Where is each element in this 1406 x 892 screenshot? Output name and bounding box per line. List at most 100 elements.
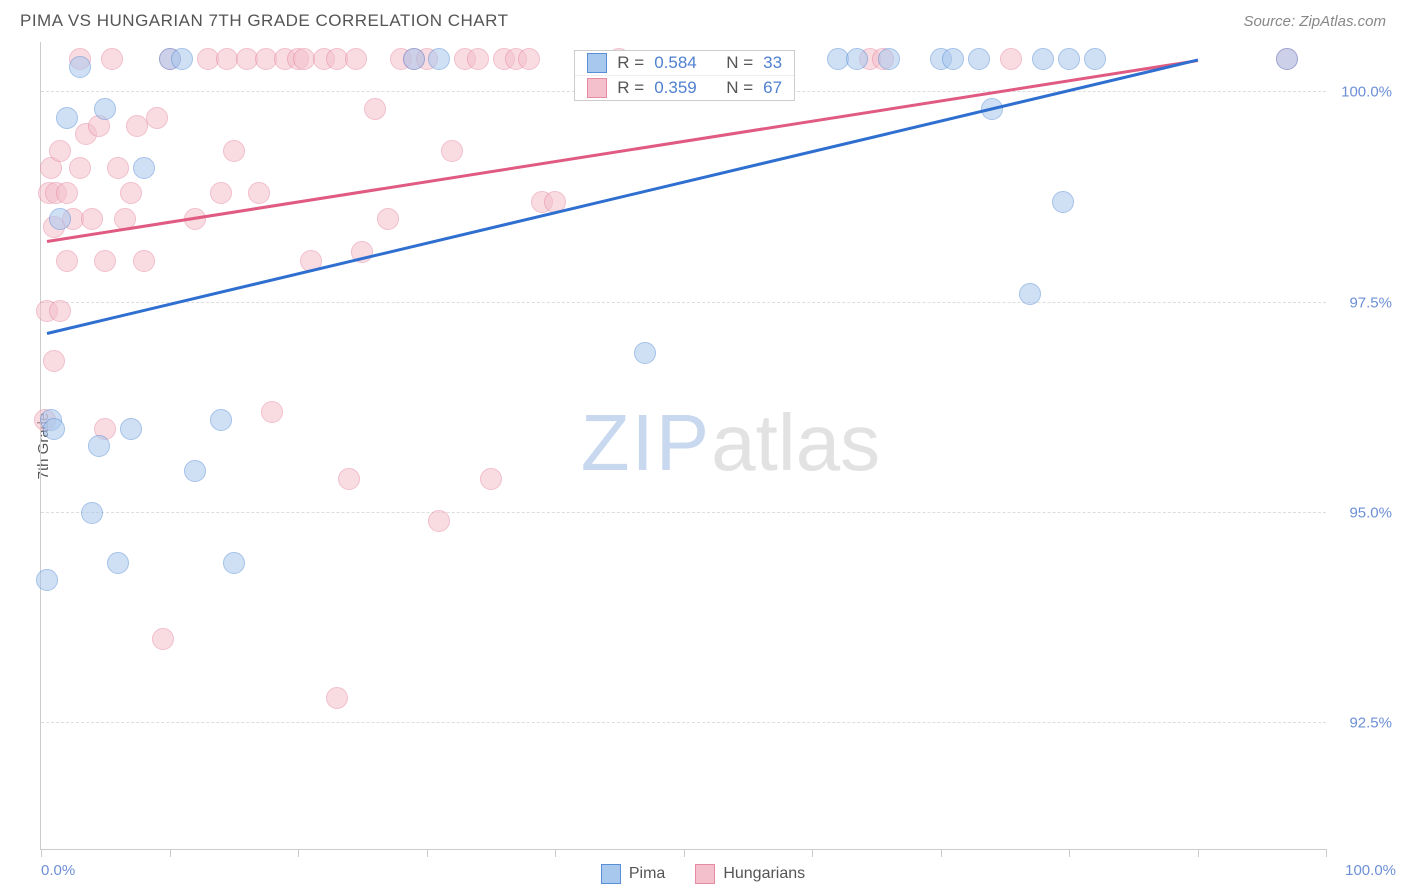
- source-attribution: Source: ZipAtlas.com: [1243, 13, 1386, 30]
- gridline-h: [41, 302, 1326, 303]
- data-point: [171, 48, 193, 70]
- correlation-legend-row: R = 0.359 N = 67: [575, 76, 794, 100]
- legend-item: Pima: [601, 864, 665, 884]
- data-point: [518, 48, 540, 70]
- data-point: [1032, 48, 1054, 70]
- gridline-h: [41, 512, 1326, 513]
- data-point: [184, 460, 206, 482]
- data-point: [88, 435, 110, 457]
- data-point: [480, 468, 502, 490]
- data-point: [101, 48, 123, 70]
- data-point: [846, 48, 868, 70]
- n-value: 33: [763, 53, 782, 73]
- data-point: [428, 510, 450, 532]
- data-point: [968, 48, 990, 70]
- data-point: [133, 157, 155, 179]
- data-point: [377, 208, 399, 230]
- data-point: [152, 628, 174, 650]
- data-point: [49, 208, 71, 230]
- data-point: [133, 250, 155, 272]
- data-point: [467, 48, 489, 70]
- legend-text: R =: [617, 78, 644, 98]
- data-point: [878, 48, 900, 70]
- plot-area-wrap: 7th Grade 0.0% 100.0% 92.5%95.0%97.5%100…: [40, 42, 1396, 850]
- data-point: [43, 350, 65, 372]
- data-point: [1052, 191, 1074, 213]
- n-value: 67: [763, 78, 782, 98]
- chart-title: PIMA VS HUNGARIAN 7TH GRADE CORRELATION …: [20, 11, 509, 31]
- legend-text: N =: [726, 78, 753, 98]
- data-point: [94, 98, 116, 120]
- data-point: [210, 182, 232, 204]
- x-tick: [1198, 849, 1199, 857]
- x-tick: [1326, 849, 1327, 857]
- data-point: [120, 182, 142, 204]
- data-point: [56, 182, 78, 204]
- scatter-plot: 0.0% 100.0% 92.5%95.0%97.5%100.0%ZIPatla…: [40, 42, 1326, 850]
- x-tick: [555, 849, 556, 857]
- data-point: [94, 250, 116, 272]
- x-tick: [298, 849, 299, 857]
- legend-swatch: [587, 53, 607, 73]
- data-point: [1276, 48, 1298, 70]
- x-tick: [1069, 849, 1070, 857]
- legend-text: N =: [726, 53, 753, 73]
- data-point: [49, 140, 71, 162]
- data-point: [403, 48, 425, 70]
- data-point: [56, 107, 78, 129]
- data-point: [428, 48, 450, 70]
- data-point: [326, 687, 348, 709]
- data-point: [69, 56, 91, 78]
- data-point: [441, 140, 463, 162]
- data-point: [69, 157, 91, 179]
- data-point: [223, 552, 245, 574]
- gridline-h: [41, 722, 1326, 723]
- data-point: [338, 468, 360, 490]
- data-point: [364, 98, 386, 120]
- data-point: [248, 182, 270, 204]
- data-point: [43, 418, 65, 440]
- data-point: [210, 409, 232, 431]
- data-point: [942, 48, 964, 70]
- data-point: [1000, 48, 1022, 70]
- chart-header: PIMA VS HUNGARIAN 7TH GRADE CORRELATION …: [0, 0, 1406, 42]
- y-tick-label: 95.0%: [1330, 504, 1392, 521]
- data-point: [36, 569, 58, 591]
- r-value: 0.584: [654, 53, 697, 73]
- legend-text: R =: [617, 53, 644, 73]
- data-point: [1058, 48, 1080, 70]
- data-point: [634, 342, 656, 364]
- y-tick-label: 92.5%: [1330, 714, 1392, 731]
- x-tick: [170, 849, 171, 857]
- watermark: ZIPatlas: [581, 397, 880, 489]
- data-point: [81, 208, 103, 230]
- x-tick: [941, 849, 942, 857]
- legend-label: Hungarians: [723, 865, 805, 883]
- x-tick: [427, 849, 428, 857]
- x-tick: [41, 849, 42, 857]
- data-point: [223, 140, 245, 162]
- r-value: 0.359: [654, 78, 697, 98]
- legend-swatch: [695, 864, 715, 884]
- legend-swatch: [587, 78, 607, 98]
- legend-item: Hungarians: [695, 864, 805, 884]
- x-tick: [812, 849, 813, 857]
- correlation-legend-row: R = 0.584 N = 33: [575, 51, 794, 76]
- data-point: [261, 401, 283, 423]
- y-tick-label: 100.0%: [1330, 84, 1392, 101]
- y-tick-label: 97.5%: [1330, 294, 1392, 311]
- legend: Pima Hungarians: [0, 864, 1406, 884]
- legend-label: Pima: [629, 865, 665, 883]
- data-point: [107, 552, 129, 574]
- legend-swatch: [601, 864, 621, 884]
- data-point: [345, 48, 367, 70]
- correlation-legend: R = 0.584 N = 33 R = 0.359 N = 67: [574, 50, 795, 101]
- data-point: [146, 107, 168, 129]
- data-point: [56, 250, 78, 272]
- data-point: [1084, 48, 1106, 70]
- data-point: [81, 502, 103, 524]
- data-point: [107, 157, 129, 179]
- data-point: [49, 300, 71, 322]
- data-point: [1019, 283, 1041, 305]
- x-tick: [684, 849, 685, 857]
